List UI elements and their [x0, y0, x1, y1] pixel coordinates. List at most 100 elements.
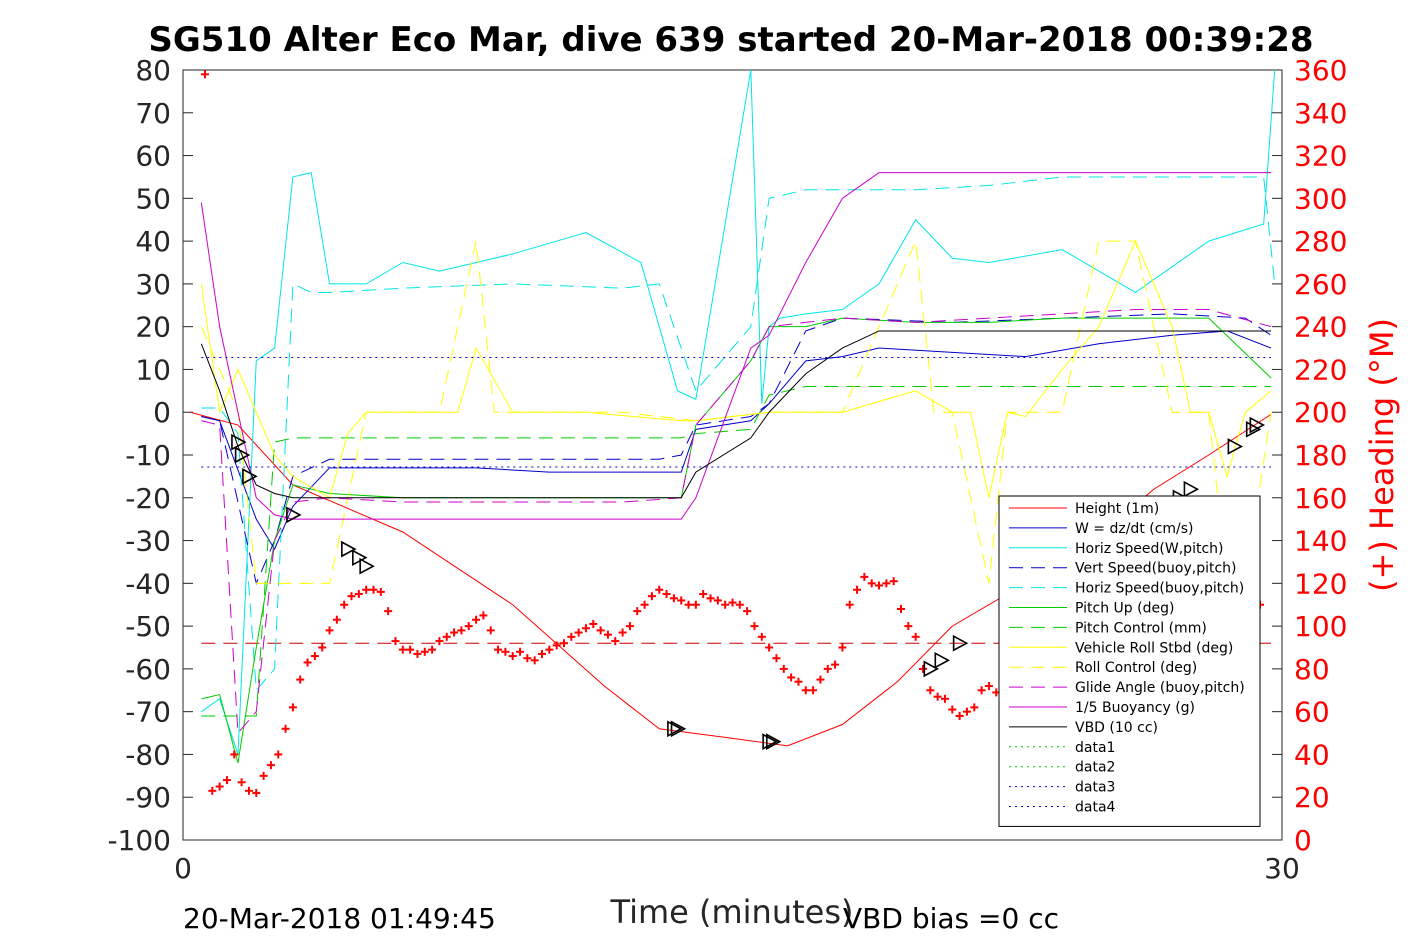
depth-marker: [359, 557, 375, 575]
heading-point: [376, 587, 385, 596]
left-tick-label: -70: [125, 696, 171, 729]
heading-point: [933, 692, 942, 701]
heading-point: [625, 622, 634, 631]
heading-point: [845, 600, 854, 609]
series-layer: [190, 70, 1276, 764]
heading-point: [406, 645, 415, 654]
right-tick-label: 320: [1294, 140, 1347, 173]
heading-point: [347, 592, 356, 601]
heading-point: [787, 673, 796, 682]
heading-point: [420, 647, 429, 656]
heading-point: [728, 598, 737, 607]
legend-label: Roll Control (deg): [1075, 660, 1197, 676]
depth-marker: [341, 540, 357, 558]
heading-point: [735, 600, 744, 609]
legend-label: 1/5 Buoyancy (g): [1075, 700, 1195, 716]
depth-marker: [286, 506, 302, 524]
heading-point: [875, 581, 884, 590]
heading-point: [691, 600, 700, 609]
heading-point: [618, 628, 627, 637]
heading-point: [479, 611, 488, 620]
heading-point: [413, 649, 422, 658]
right-tick-label: 80: [1294, 653, 1330, 686]
left-tick-label: -90: [125, 781, 171, 814]
depth-marker: [762, 733, 778, 750]
left-tick-label: 80: [135, 54, 171, 87]
heading-point: [713, 596, 722, 605]
left-tick-label: -30: [125, 525, 171, 558]
heading-point: [200, 70, 209, 79]
heading-point: [274, 750, 283, 759]
left-tick-label: -50: [125, 610, 171, 643]
left-tick-label: -60: [125, 653, 171, 686]
heading-point: [772, 654, 781, 663]
right-tick-label: 300: [1294, 182, 1347, 215]
left-tick-label: 50: [135, 182, 171, 215]
depth-marker: [231, 433, 247, 451]
left-tick-label: -10: [125, 439, 171, 472]
heading-point: [889, 577, 898, 586]
right-tick-label: 120: [1294, 567, 1347, 600]
heading-point: [743, 607, 752, 616]
chart-title: SG510 Alter Eco Mar, dive 639 started 20…: [148, 20, 1313, 60]
heading-point: [391, 637, 400, 646]
heading-point: [669, 594, 678, 603]
heading-point: [237, 778, 246, 787]
heading-point: [310, 652, 319, 661]
heading-point: [464, 622, 473, 631]
heading-point: [633, 607, 642, 616]
right-tick-label: 220: [1294, 353, 1347, 386]
left-axis-ticks: 80 70 60 50 40 30 20 10 0 -10 -20 -30 -40 -50 -60 -70 -8…: [107, 54, 1282, 857]
heading-point: [970, 703, 979, 712]
series-line-vbd-10-cc: [200, 330, 1272, 499]
x-tick-label: 30: [1264, 852, 1300, 885]
heading-point: [398, 645, 407, 654]
heading-point: [640, 600, 649, 609]
heading-point: [750, 622, 759, 631]
depth-marker: [923, 660, 940, 678]
heading-point: [655, 585, 664, 594]
footer-vbd-bias: VBD bias =0 cc: [843, 902, 1059, 935]
heading-point: [589, 619, 598, 628]
series-line-1-5-buoyancy-g: [200, 172, 1272, 520]
left-tick-label: 10: [135, 353, 171, 386]
heading-point: [838, 643, 847, 652]
heading-point: [984, 682, 993, 690]
legend-label: data1: [1075, 740, 1115, 756]
heading-point: [325, 626, 334, 635]
heading-point: [882, 579, 891, 588]
left-tick-label: -80: [125, 738, 171, 771]
heading-point: [472, 615, 481, 624]
heading-point: [428, 645, 437, 654]
heading-point: [486, 626, 495, 635]
right-tick-label: 280: [1294, 225, 1347, 258]
depth-marker: [1245, 420, 1262, 438]
heading-point: [318, 643, 327, 652]
heading-point: [545, 645, 554, 654]
heading-point: [259, 771, 268, 780]
right-axis-ticks: 3603403203002802602402202001801601401201…: [1294, 54, 1347, 857]
heading-point: [596, 626, 605, 635]
right-tick-label: 260: [1294, 268, 1347, 301]
right-tick-label: 180: [1294, 439, 1347, 472]
heading-point: [904, 622, 913, 631]
depth-marker: [670, 720, 687, 738]
series-line-pitch-control-mm: [201, 386, 1272, 717]
depth-marker: [1249, 416, 1266, 434]
legend-label: Horiz Speed(W,pitch): [1075, 541, 1223, 557]
legend-box: [998, 495, 1261, 827]
footer-timestamp: 20-Mar-2018 01:49:45: [183, 902, 496, 935]
heading-point: [340, 600, 349, 609]
heading-point: [721, 600, 730, 609]
heading-point: [706, 594, 715, 603]
left-tick-label: -20: [125, 482, 171, 515]
right-tick-label: 20: [1294, 781, 1330, 814]
legend: Height (1m) W = dz/dt (cm/s) Horiz Speed(W…: [998, 495, 1261, 827]
heading-point: [611, 637, 620, 646]
heading-point: [801, 686, 810, 695]
depth-marker: [234, 446, 251, 464]
legend-label: Horiz Speed(buoy,pitch): [1075, 581, 1244, 597]
heading-point: [369, 585, 378, 594]
right-tick-label: 200: [1294, 396, 1347, 429]
right-tick-label: 40: [1294, 738, 1330, 771]
